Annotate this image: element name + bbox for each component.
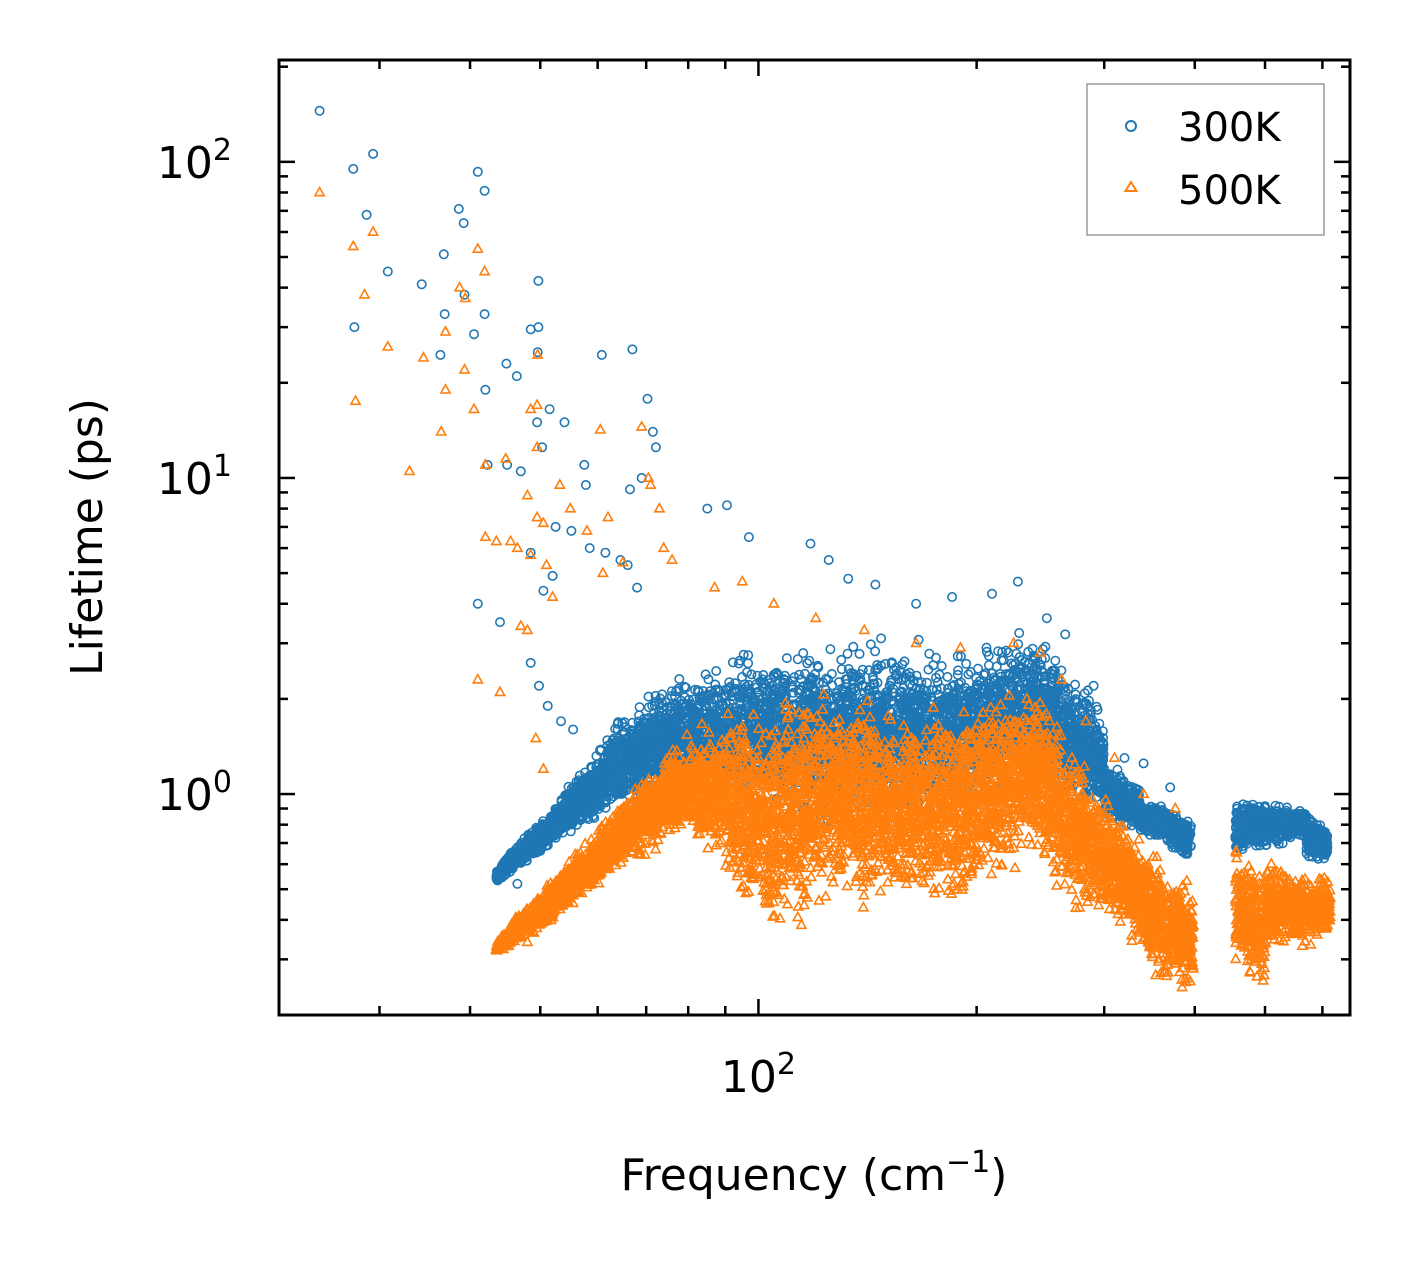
point-300k [632,739,643,750]
point-300k [620,745,631,756]
point-300k [627,726,638,737]
scatter-series-layer [313,105,1337,992]
point-300k [520,852,531,863]
point-300k [594,791,605,802]
point-300k [584,798,595,809]
point-300k [620,722,631,733]
point-300k [561,814,572,825]
point-300k [522,840,533,851]
point-300k [602,747,613,758]
point-300k [618,739,629,750]
point-300k [602,761,613,772]
point-300k [542,840,553,851]
point-300k [515,841,526,852]
point-300k [568,805,579,816]
point-300k [634,702,645,713]
point-300k [610,723,621,734]
point-300k [550,825,561,836]
point-300k [595,745,606,756]
point-300k [621,764,632,775]
point-300k [632,729,643,740]
point-300k [583,774,594,785]
point-300k [584,778,595,789]
point-300k [560,791,571,802]
point-300k [602,735,613,746]
point-300k [591,778,602,789]
point-300k [618,783,629,794]
point-300k [535,834,546,845]
point-300k [556,808,567,819]
point-300k [628,757,639,768]
point-300k [623,736,634,747]
point-300k [515,855,526,866]
point-300k [573,783,584,794]
point-300k [612,774,623,785]
point-300k [608,755,619,766]
point-300k [506,847,517,858]
point-300k [550,832,561,843]
point-300k [589,812,600,823]
point-300k [591,766,602,777]
point-300k [616,762,627,773]
point-300k [602,786,613,797]
point-300k [591,759,602,770]
point-300k [608,733,619,744]
point-300k [562,820,573,831]
point-300k [550,821,561,832]
